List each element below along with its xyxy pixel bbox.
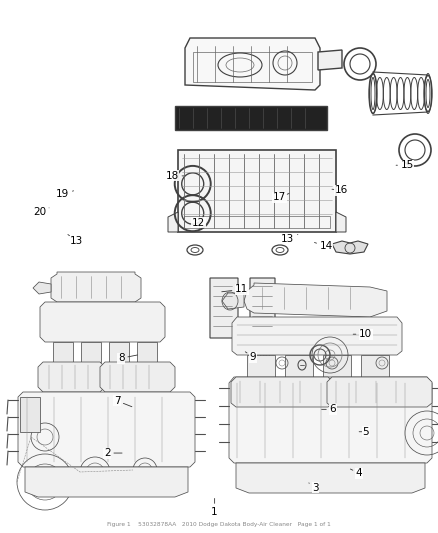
Text: Figure 1    53032878AA   2010 Dodge Dakota Body-Air Cleaner   Page 1 of 1: Figure 1 53032878AA 2010 Dodge Dakota Bo… [107, 522, 331, 527]
Text: 20: 20 [33, 207, 49, 217]
Polygon shape [18, 392, 195, 467]
Polygon shape [323, 355, 351, 377]
Polygon shape [168, 212, 178, 232]
Polygon shape [210, 278, 240, 348]
Text: 12: 12 [192, 218, 205, 228]
Polygon shape [40, 302, 165, 342]
Polygon shape [175, 106, 327, 130]
Polygon shape [178, 150, 336, 232]
Text: 18: 18 [166, 171, 184, 181]
Polygon shape [247, 355, 275, 377]
Text: 7: 7 [113, 396, 132, 407]
Polygon shape [336, 212, 346, 232]
Polygon shape [222, 293, 244, 309]
Text: 8: 8 [118, 353, 138, 363]
Text: 13: 13 [68, 235, 83, 246]
Text: 4: 4 [350, 469, 363, 478]
Polygon shape [100, 362, 175, 392]
Polygon shape [250, 278, 275, 348]
Polygon shape [244, 283, 387, 317]
Polygon shape [229, 377, 432, 463]
Text: 13: 13 [281, 234, 298, 244]
Text: 14: 14 [314, 241, 333, 251]
Polygon shape [285, 355, 313, 377]
Text: 11: 11 [222, 285, 248, 294]
Text: 2: 2 [104, 448, 122, 458]
Polygon shape [332, 241, 368, 254]
Polygon shape [232, 317, 402, 355]
Polygon shape [53, 342, 73, 362]
Text: 15: 15 [396, 160, 414, 170]
Polygon shape [361, 355, 389, 377]
Text: 19: 19 [56, 189, 74, 199]
Text: 5: 5 [359, 427, 369, 437]
Text: 17: 17 [273, 192, 289, 202]
Polygon shape [185, 38, 320, 90]
Polygon shape [236, 463, 425, 493]
FancyBboxPatch shape [20, 397, 40, 432]
Polygon shape [137, 342, 157, 362]
Text: 10: 10 [353, 329, 372, 339]
Polygon shape [81, 342, 101, 362]
Polygon shape [25, 467, 188, 497]
Text: 6: 6 [321, 405, 336, 414]
Polygon shape [109, 342, 129, 362]
Polygon shape [51, 272, 141, 302]
Text: 9: 9 [245, 352, 257, 362]
Text: 1: 1 [211, 498, 218, 516]
Polygon shape [318, 50, 342, 70]
Polygon shape [33, 282, 51, 294]
Text: 16: 16 [332, 185, 348, 195]
Polygon shape [38, 362, 105, 392]
Text: 3: 3 [309, 483, 319, 492]
Polygon shape [231, 377, 333, 407]
Polygon shape [327, 377, 432, 407]
